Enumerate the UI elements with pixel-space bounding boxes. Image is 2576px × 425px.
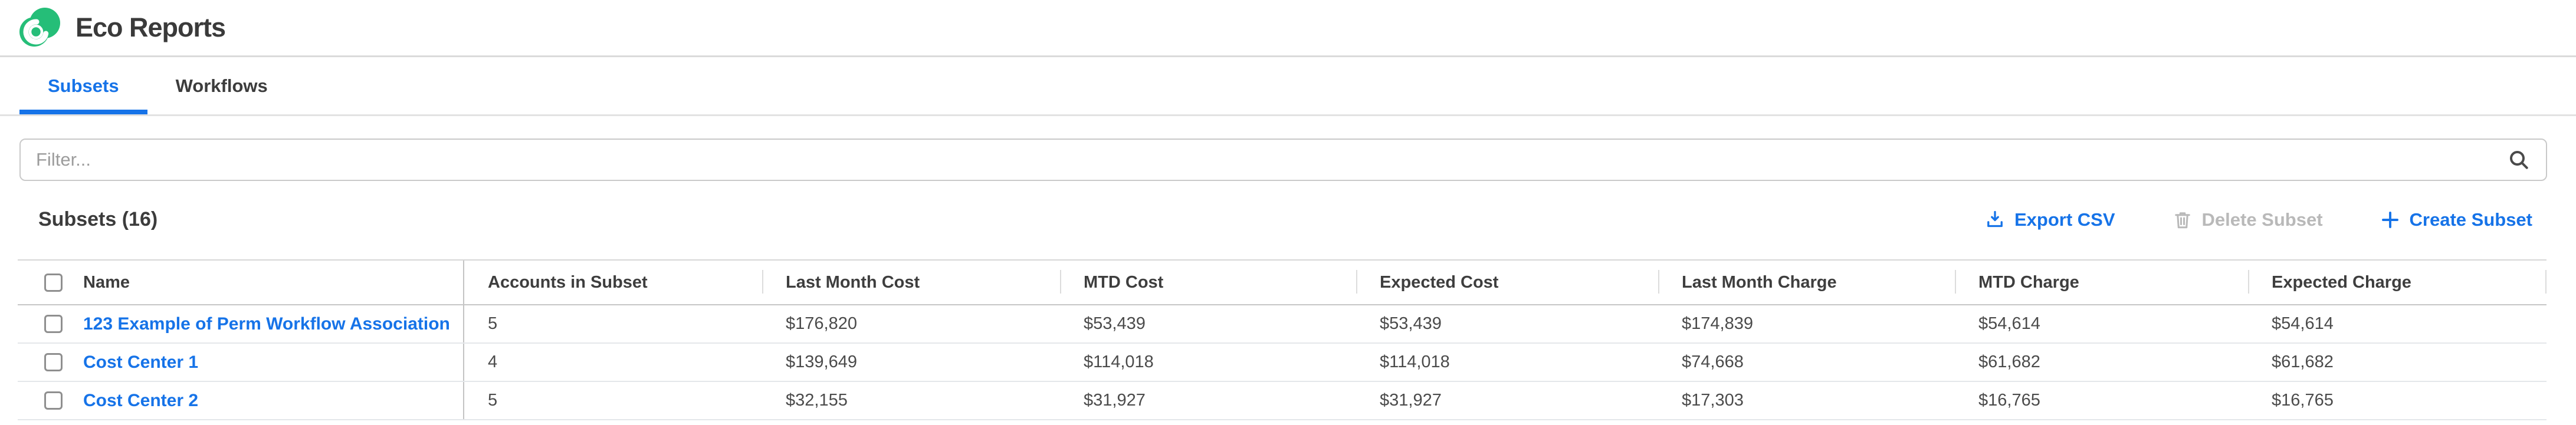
cell-last_month_charge: $174,839 [1682,314,1753,333]
column-header-name-label: Name [83,272,130,292]
subsets-table: Name Accounts in Subset Last Month Cost MT… [18,259,2547,420]
cell-last_month_cost: $32,155 [786,391,848,410]
column-header-mtd_charge: MTD Charge [1955,261,2248,304]
column-header-expected_cost: Expected Cost [1356,261,1658,304]
column-header-mtd_cost: MTD Cost [1060,261,1356,304]
cell-last_month_cost: $176,820 [786,314,857,333]
table-header-row: Name Accounts in Subset Last Month Cost MT… [18,261,2547,305]
cell-last_month_charge: $74,668 [1682,352,1744,371]
cell-accounts_in_subset: 4 [463,344,762,381]
cell-last_month_charge: $17,303 [1682,391,1744,410]
cell-accounts_in_subset: 5 [463,382,762,419]
column-header-expected_charge: Expected Charge [2248,261,2547,304]
cell-mtd_cost: $114,018 [1084,352,1154,371]
app-header: Eco Reports [0,0,2576,57]
section-head: Subsets (16) Export CSV Delete Subset Cr… [38,208,2532,231]
tab-subsets[interactable]: Subsets [19,57,147,114]
cell-mtd_charge: $54,614 [1978,314,2040,333]
cell-mtd_cost: $31,927 [1084,391,1146,410]
plus-icon [2381,211,2398,228]
table-row: Cost Center 1 4 $139,649 $114,018 $114,018 $7… [18,344,2547,382]
subset-name-link[interactable]: 123 Example of Perm Workflow Association [83,314,450,334]
export-csv-label: Export CSV [2014,209,2115,230]
cell-expected_cost: $53,439 [1380,314,1442,333]
row-checkbox[interactable] [44,353,63,371]
filter-bar [19,139,2547,181]
delete-subset-label: Delete Subset [2201,209,2323,230]
create-subset-button[interactable]: Create Subset [2380,209,2532,230]
subset-name-link[interactable]: Cost Center 2 [83,390,199,410]
search-icon [2509,150,2528,169]
row-checkbox[interactable] [44,391,63,410]
cell-mtd_charge: $61,682 [1978,352,2040,371]
cell-expected_charge: $54,614 [2272,314,2334,333]
export-csv-button[interactable]: Export CSV [1984,209,2115,230]
name-cell: 123 Example of Perm Workflow Association [18,305,463,342]
column-header-last_month_cost: Last Month Cost [762,261,1060,304]
cell-mtd_cost: $53,439 [1084,314,1146,333]
cell-accounts_in_subset: 5 [463,305,762,342]
name-cell: Cost Center 1 [18,344,463,381]
cell-expected_cost: $114,018 [1380,352,1450,371]
cell-expected_charge: $16,765 [2272,391,2334,410]
tab-bar: Subsets Workflows [0,57,2576,116]
table-row: Cost Center 2 5 $32,155 $31,927 $31,927 $17,3… [18,382,2547,420]
subset-name-link[interactable]: Cost Center 1 [83,352,199,372]
cell-expected_charge: $61,682 [2272,352,2334,371]
eco-logo-icon [19,8,60,47]
column-header-accounts_in_subset: Accounts in Subset [463,261,762,304]
column-header-name: Name [18,261,463,304]
row-checkbox[interactable] [44,315,63,333]
cell-expected_cost: $31,927 [1380,391,1442,410]
action-buttons: Export CSV Delete Subset Create Subset [1984,209,2532,230]
cell-mtd_charge: $16,765 [1978,391,2040,410]
select-all-checkbox[interactable] [44,273,63,292]
table-row: 123 Example of Perm Workflow Association… [18,305,2547,344]
column-header-last_month_charge: Last Month Charge [1658,261,1955,304]
delete-subset-button[interactable]: Delete Subset [2172,209,2323,230]
section-title: Subsets (16) [38,208,158,230]
create-subset-label: Create Subset [2409,209,2532,230]
cell-last_month_cost: $139,649 [786,352,857,371]
page-title: Eco Reports [76,12,226,42]
download-icon [1987,210,2003,227]
table-body: 123 Example of Perm Workflow Association… [18,305,2547,420]
trash-icon [2174,212,2190,228]
name-cell: Cost Center 2 [18,382,463,419]
tab-workflows[interactable]: Workflows [175,75,268,96]
filter-input[interactable] [19,139,2547,181]
